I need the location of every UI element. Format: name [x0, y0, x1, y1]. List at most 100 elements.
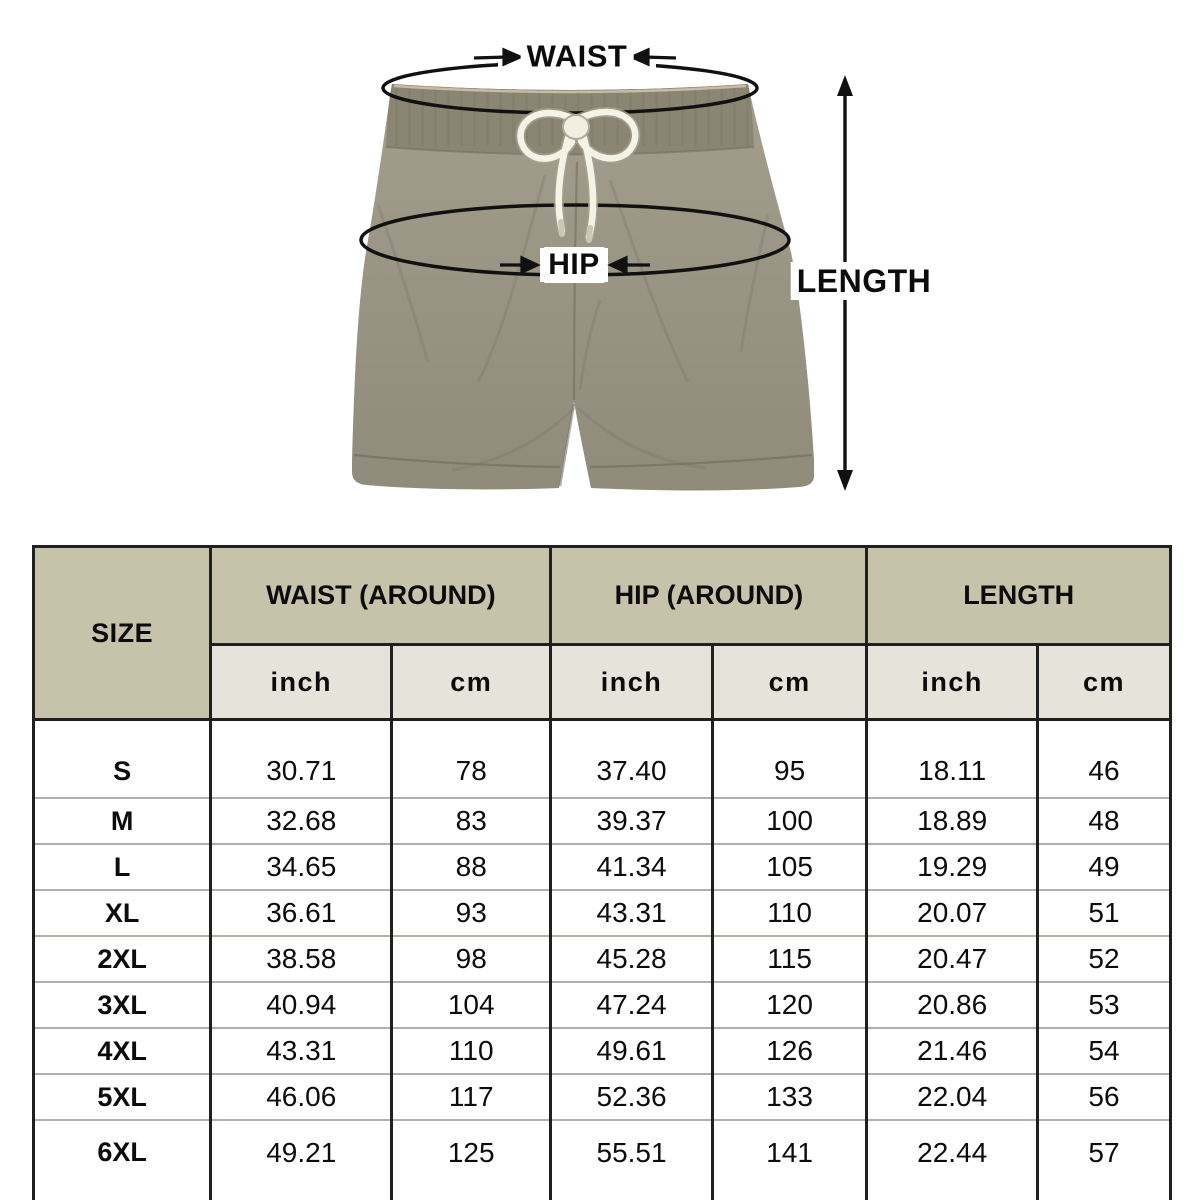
hip-cm-header: cm	[710, 643, 869, 721]
size-cell: L	[31, 843, 213, 890]
waist-cm-cell: 104	[390, 981, 553, 1028]
waist-label: WAIST	[520, 37, 634, 75]
hip-cm-cell: 95	[710, 718, 869, 798]
hip-group-header: HIP (AROUND)	[549, 545, 869, 646]
size-cell: S	[31, 718, 213, 798]
waist-cm-cell: 117	[390, 1073, 553, 1120]
hip-arrows	[500, 255, 650, 275]
hip-inch-cell: 55.51	[549, 1119, 714, 1200]
waist-group-header: WAIST (AROUND)	[209, 545, 553, 646]
length-inch-cell: 21.46	[865, 1027, 1039, 1074]
hip-inch-cell: 52.36	[549, 1073, 714, 1120]
length-cm-cell: 51	[1035, 889, 1173, 936]
length-inch-cell: 20.07	[865, 889, 1039, 936]
size-cell: 3XL	[31, 981, 213, 1028]
waist-inch-cell: 38.58	[209, 935, 394, 982]
waist-inch-cell: 36.61	[209, 889, 394, 936]
waist-inch-header: inch	[209, 643, 394, 721]
length-inch-cell: 18.89	[865, 797, 1039, 844]
length-cm-cell: 54	[1035, 1027, 1173, 1074]
waist-cm-header: cm	[390, 643, 553, 721]
table-row: 6XL 49.21 125 55.51 141 22.44 57	[31, 1119, 1173, 1200]
hip-inch-cell: 41.34	[549, 843, 714, 890]
hip-inch-cell: 43.31	[549, 889, 714, 936]
hip-inch-cell: 49.61	[549, 1027, 714, 1074]
waist-cm-cell: 88	[390, 843, 553, 890]
waist-cm-cell: 110	[390, 1027, 553, 1074]
hip-label: HIP	[544, 247, 604, 283]
drawstring-aglet-left	[558, 219, 565, 237]
waist-inch-cell: 40.94	[209, 981, 394, 1028]
drawstring-bow	[515, 107, 641, 243]
table-row: 4XL 43.31 110 49.61 126 21.46 54	[31, 1027, 1173, 1074]
drawstring-aglet-right	[586, 225, 593, 243]
shorts-body	[352, 84, 814, 491]
size-cell: 5XL	[31, 1073, 213, 1120]
size-cell: XL	[31, 889, 213, 936]
hip-cm-cell: 133	[710, 1073, 869, 1120]
unit-header-row: inch cm inch cm inch cm	[34, 643, 1173, 721]
waist-inch-cell: 43.31	[209, 1027, 394, 1074]
table-row: L 34.65 88 41.34 105 19.29 49	[31, 843, 1173, 890]
size-cell: M	[31, 797, 213, 844]
length-inch-cell: 22.44	[865, 1119, 1039, 1200]
length-inch-header: inch	[865, 643, 1039, 721]
length-inch-cell: 22.04	[865, 1073, 1039, 1120]
hip-inch-cell: 47.24	[549, 981, 714, 1028]
length-label: LENGTH	[790, 262, 938, 300]
length-cm-cell: 57	[1035, 1119, 1173, 1200]
size-cell: 6XL	[31, 1119, 213, 1200]
length-cm-cell: 49	[1035, 843, 1173, 890]
waistband-lining-edge	[393, 84, 747, 94]
waist-inch-cell: 30.71	[209, 718, 394, 798]
length-group-header: LENGTH	[865, 545, 1172, 646]
size-chart-table: SIZE WAIST (AROUND) HIP (AROUND) LENGTH …	[31, 545, 1173, 1200]
waist-inch-cell: 49.21	[209, 1119, 394, 1200]
hem-stitching	[353, 453, 813, 469]
length-inch-cell: 19.29	[865, 843, 1039, 890]
size-cell: 2XL	[31, 935, 213, 982]
waist-cm-cell: 78	[390, 718, 553, 798]
waist-cm-cell: 83	[390, 797, 553, 844]
hip-cm-cell: 141	[710, 1119, 869, 1200]
table-row: 5XL 46.06 117 52.36 133 22.04 56	[31, 1073, 1173, 1120]
length-cm-cell: 52	[1035, 935, 1173, 982]
waistband-bottom-shadow	[385, 146, 755, 156]
length-inch-cell: 18.11	[865, 718, 1039, 798]
hip-inch-header: inch	[549, 643, 714, 721]
hip-inch-cell: 37.40	[549, 718, 714, 798]
table-row: 2XL 38.58 98 45.28 115 20.47 52	[31, 935, 1173, 982]
hip-cm-cell: 100	[710, 797, 869, 844]
crotch-crease	[558, 403, 576, 487]
waist-inch-cell: 32.68	[209, 797, 394, 844]
waist-inch-cell: 46.06	[209, 1073, 394, 1120]
waist-cm-cell: 125	[390, 1119, 553, 1200]
length-cm-cell: 46	[1035, 718, 1173, 798]
size-cell: 4XL	[31, 1027, 213, 1074]
waist-cm-cell: 93	[390, 889, 553, 936]
length-inch-cell: 20.47	[865, 935, 1039, 982]
table-row: 3XL 40.94 104 47.24 120 20.86 53	[31, 981, 1173, 1028]
waist-arrows	[473, 47, 677, 67]
length-cm-cell: 48	[1035, 797, 1173, 844]
length-inch-cell: 20.86	[865, 981, 1039, 1028]
table-row: XL 36.61 93 43.31 110 20.07 51	[31, 889, 1173, 936]
length-cm-header: cm	[1035, 643, 1173, 721]
hip-cm-cell: 126	[710, 1027, 869, 1074]
waist-cm-cell: 98	[390, 935, 553, 982]
table-row: M 32.68 83 39.37 100 18.89 48	[31, 797, 1173, 844]
group-header-row: SIZE WAIST (AROUND) HIP (AROUND) LENGTH	[31, 545, 1172, 721]
size-column-header: SIZE	[31, 545, 213, 721]
hip-inch-cell: 45.28	[549, 935, 714, 982]
hip-cm-cell: 105	[710, 843, 869, 890]
drawstring-knot	[562, 114, 590, 140]
waist-inch-cell: 34.65	[209, 843, 394, 890]
hip-cm-cell: 110	[710, 889, 869, 936]
hip-cm-cell: 115	[710, 935, 869, 982]
hip-inch-cell: 39.37	[549, 797, 714, 844]
length-cm-cell: 53	[1035, 981, 1173, 1028]
table-row: S 30.71 78 37.40 95 18.11 46	[31, 718, 1173, 798]
length-cm-cell: 56	[1035, 1073, 1173, 1120]
hip-cm-cell: 120	[710, 981, 869, 1028]
